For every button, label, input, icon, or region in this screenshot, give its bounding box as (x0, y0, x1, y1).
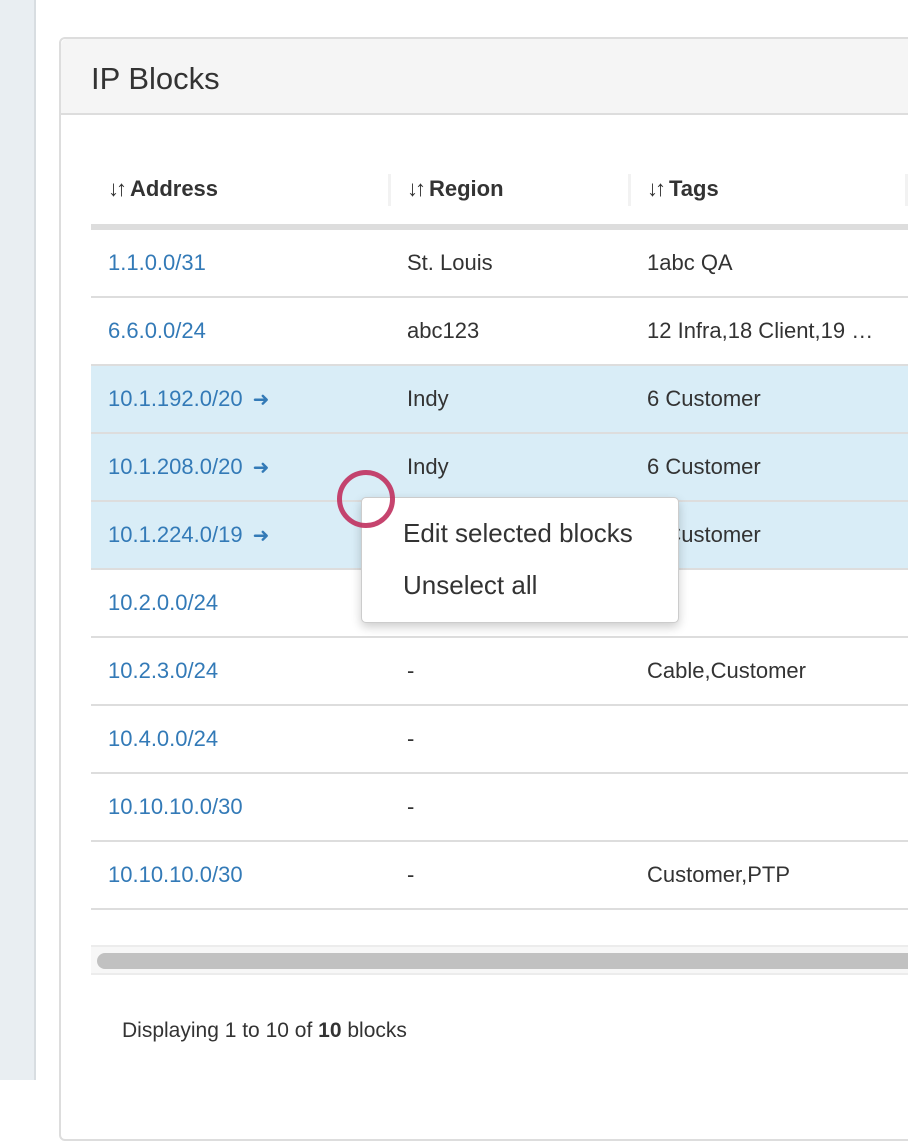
table-row[interactable]: 10.10.10.0/30 - Customer,PTP (91, 842, 908, 910)
sort-icon: ↓↑ (647, 176, 666, 201)
region-cell: - (407, 658, 415, 683)
table-row[interactable]: 6.6.0.0/24 abc123 12 Infra,18 Client,19 … (91, 298, 908, 366)
column-header-address[interactable]: ↓↑ Address (108, 176, 218, 202)
context-menu: Edit selected blocks Unselect all (361, 497, 679, 623)
region-cell: St. Louis (407, 250, 493, 275)
pagination-summary: Displaying 1 to 10 of 10 blocks (122, 1019, 407, 1043)
address-link[interactable]: 10.4.0.0/24 (108, 726, 219, 751)
address-cell: 10.1.224.0/19 ➜ (108, 522, 269, 548)
address-link[interactable]: 10.2.0.0/24 (108, 590, 219, 615)
address-link[interactable]: 10.10.10.0/30 (108, 794, 243, 819)
column-divider (905, 174, 908, 206)
sidebar (0, 0, 36, 1080)
tags-cell: 1abc QA (647, 250, 733, 275)
table-row[interactable]: 1.1.0.0/31 St. Louis 1abc QA (91, 230, 908, 298)
table-row[interactable]: 10.1.192.0/20 ➜ Indy 6 Customer (91, 366, 908, 434)
scrollbar-thumb[interactable] (97, 953, 908, 969)
tags-cell: 6 Customer (647, 454, 761, 479)
arrow-right-icon[interactable]: ➜ (252, 457, 270, 479)
horizontal-scrollbar[interactable] (91, 945, 908, 975)
summary-total: 10 (318, 1019, 342, 1042)
region-cell: - (407, 794, 415, 819)
address-link[interactable]: 10.1.224.0/19 (108, 522, 243, 547)
address-link[interactable]: 10.10.10.0/30 (108, 862, 243, 887)
table-row[interactable]: 10.2.3.0/24 - Cable,Customer (91, 638, 908, 706)
region-cell: abc123 (407, 318, 480, 343)
tags-cell: Customer,PTP (647, 862, 791, 887)
region-cell: - (407, 862, 415, 887)
arrow-right-icon[interactable]: ➜ (252, 525, 270, 547)
column-divider (628, 174, 631, 206)
table-row[interactable]: 10.4.0.0/24 - (91, 706, 908, 774)
menu-item-unselect-all[interactable]: Unselect all (403, 570, 538, 600)
table-row[interactable]: 10.10.10.0/30 - (91, 774, 908, 842)
table-header: ↓↑ Address ↓↑ Region ↓↑ Tags (91, 154, 908, 230)
tags-cell: 6 Customer (647, 386, 761, 411)
address-link[interactable]: 10.2.3.0/24 (108, 658, 219, 683)
address-link[interactable]: 1.1.0.0/31 (108, 250, 206, 275)
address-link[interactable]: 10.1.192.0/20 (108, 386, 243, 411)
address-cell: 10.4.0.0/24 (108, 726, 218, 752)
table-row[interactable]: 10.2.0.0/24 (91, 570, 908, 638)
column-header-tags[interactable]: ↓↑ Tags (647, 176, 719, 202)
address-cell: 10.10.10.0/30 (108, 862, 243, 888)
address-cell: 10.2.3.0/24 (108, 658, 218, 684)
panel-heading: IP Blocks (61, 39, 908, 115)
address-cell: 10.2.0.0/24 (108, 590, 218, 616)
sort-icon: ↓↑ (108, 176, 127, 201)
arrow-right-icon[interactable]: ➜ (252, 389, 270, 411)
column-label: Tags (669, 176, 719, 201)
address-cell: 6.6.0.0/24 (108, 318, 206, 344)
region-cell: - (407, 726, 415, 751)
summary-suffix: blocks (347, 1019, 407, 1042)
table-row[interactable]: 10.1.208.0/20 ➜ Indy 6 Customer (91, 434, 908, 502)
panel-title: IP Blocks (91, 61, 220, 96)
address-link[interactable]: 10.1.208.0/20 (108, 454, 243, 479)
column-header-region[interactable]: ↓↑ Region (407, 176, 504, 202)
table-body: 1.1.0.0/31 St. Louis 1abc QA 6.6.0.0/24 abc1… (91, 230, 908, 910)
column-divider (388, 174, 391, 206)
menu-item-edit-selected-blocks[interactable]: Edit selected blocks (403, 518, 633, 548)
sort-icon: ↓↑ (407, 176, 426, 201)
tags-cell: 12 Infra,18 Client,19 … (647, 318, 874, 343)
tags-cell: Cable,Customer (647, 658, 806, 683)
address-cell: 10.10.10.0/30 (108, 794, 243, 820)
ip-blocks-panel: IP Blocks ↓↑ Address ↓↑ Region ↓↑ Tags 1.1.… (59, 37, 908, 1141)
summary-prefix: Displaying 1 to 10 of (122, 1019, 313, 1042)
column-label: Address (130, 176, 219, 201)
address-cell: 1.1.0.0/31 (108, 250, 206, 276)
address-link[interactable]: 6.6.0.0/24 (108, 318, 206, 343)
ip-blocks-table: ↓↑ Address ↓↑ Region ↓↑ Tags 1.1.0.0/31 St. … (91, 154, 908, 910)
address-cell: 10.1.208.0/20 ➜ (108, 454, 269, 480)
column-label: Region (429, 176, 504, 201)
address-cell: 10.1.192.0/20 ➜ (108, 386, 269, 412)
region-cell: Indy (407, 386, 449, 411)
region-cell: Indy (407, 454, 449, 479)
click-indicator (337, 470, 395, 528)
